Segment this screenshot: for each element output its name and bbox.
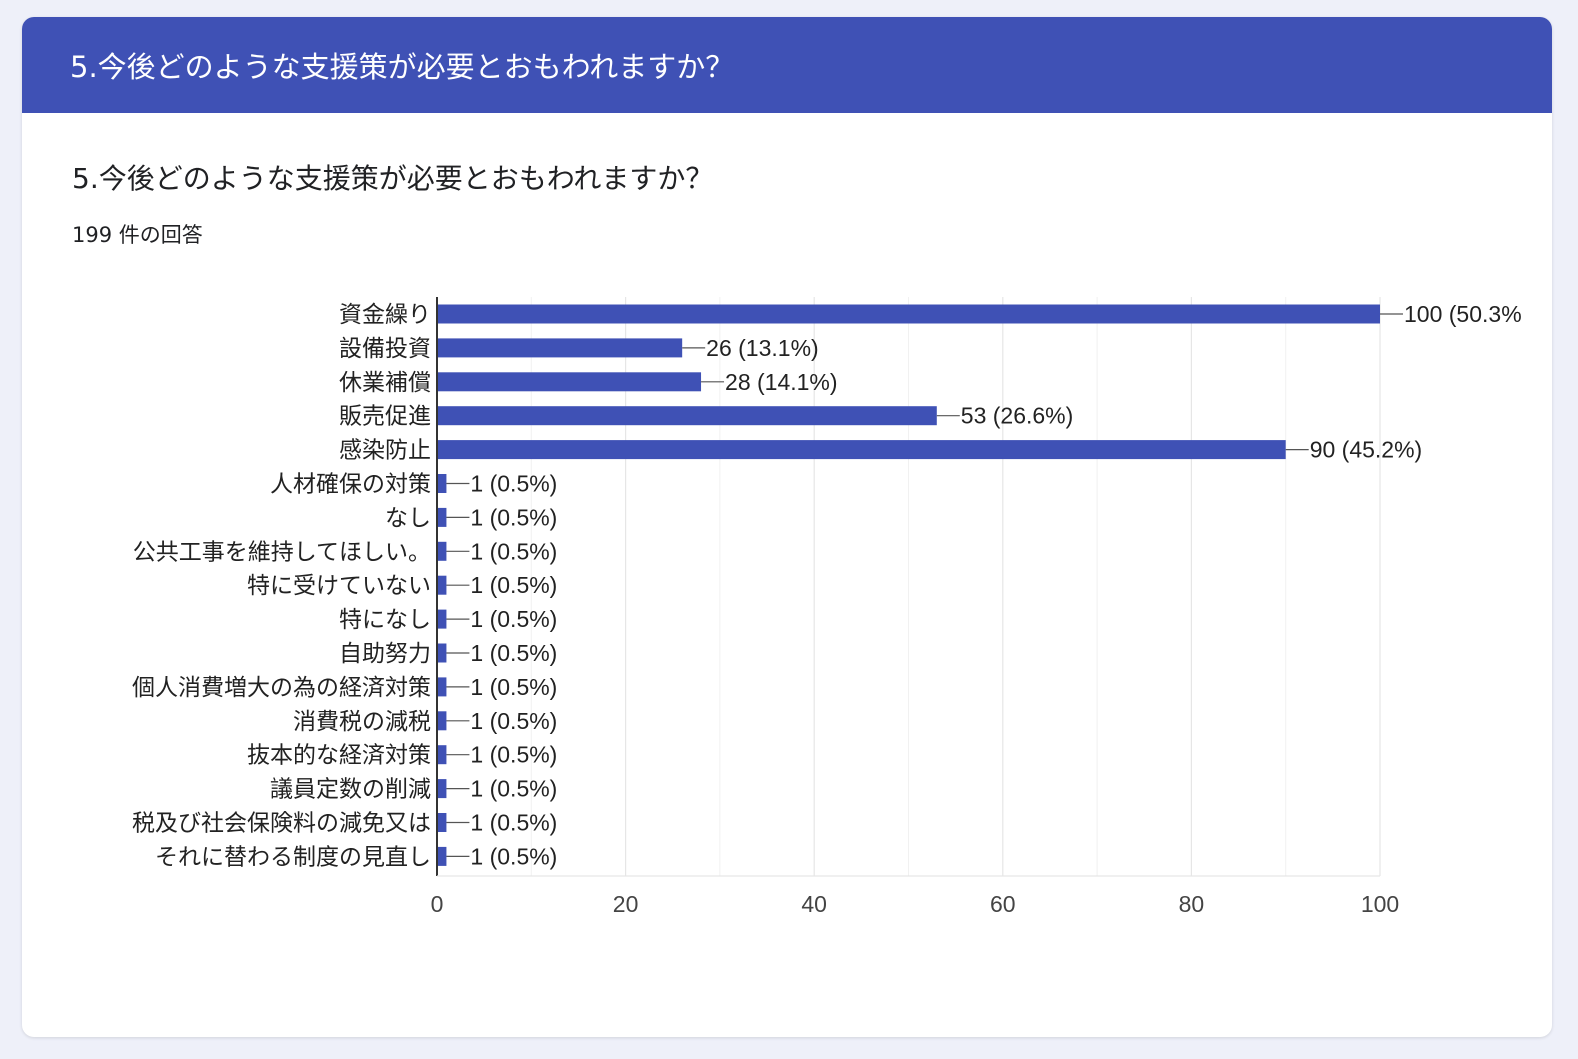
data-label: 1 (0.5%) [470, 538, 557, 564]
data-label: 1 (0.5%) [470, 674, 557, 700]
x-tick-label: 0 [431, 891, 444, 917]
data-label: 1 (0.5%) [470, 708, 557, 734]
bar [437, 609, 447, 629]
bar [437, 575, 447, 595]
x-tick-label: 80 [1179, 891, 1205, 917]
data-label: 28 (14.1%) [725, 369, 838, 395]
category-label: 資金繰り [339, 301, 431, 327]
card-header: 5.今後どのような支援策が必要とおもわれますか？ [22, 17, 1552, 113]
category-label: それに替わる制度の見直し [155, 843, 431, 869]
x-tick-label: 40 [801, 891, 827, 917]
data-label: 1 (0.5%) [470, 572, 557, 598]
bar [437, 440, 1286, 460]
bar [437, 711, 447, 731]
header-title: 5.今後どのような支援策が必要とおもわれますか？ [70, 50, 735, 84]
bar [437, 779, 447, 799]
category-label: 休業補償 [339, 369, 431, 395]
bar [437, 338, 683, 358]
x-tick-label: 100 [1361, 891, 1399, 917]
bar [437, 372, 702, 392]
category-label: 特に受けていない [247, 572, 431, 598]
data-label: 53 (26.6%) [961, 403, 1074, 429]
category-label: なし [385, 504, 431, 530]
category-label: 自助努力 [339, 640, 431, 666]
question-title: 5.今後どのような支援策が必要とおもわれますか？ [72, 162, 714, 195]
bar [437, 677, 447, 697]
bar [437, 406, 937, 426]
data-label: 1 (0.5%) [470, 640, 557, 666]
response-count: 199 件の回答 [72, 223, 203, 247]
bar [437, 745, 447, 765]
category-label: 抜本的な経済対策 [247, 742, 431, 768]
x-tick-label: 60 [990, 891, 1016, 917]
category-label: 販売促進 [339, 403, 431, 429]
data-label: 1 (0.5%) [470, 810, 557, 836]
category-label: 議員定数の削減 [270, 776, 431, 802]
category-label: 税及び社会保険料の減免又は [132, 809, 431, 835]
data-label: 1 (0.5%) [470, 843, 557, 869]
data-label: 90 (45.2%) [1310, 437, 1423, 463]
question-card: 5.今後どのような支援策が必要とおもわれますか？ 5.今後どのような支援策が必要… [22, 17, 1552, 1037]
bar [437, 541, 447, 561]
data-label: 26 (13.1%) [706, 335, 819, 361]
x-tick-label: 20 [613, 891, 639, 917]
bar [437, 507, 447, 527]
data-label: 1 (0.5%) [470, 504, 557, 530]
data-label: 1 (0.5%) [470, 471, 557, 497]
category-label: 消費税の減税 [293, 708, 431, 734]
bar [437, 474, 447, 493]
category-label: 特になし [339, 606, 431, 632]
data-label: 1 (0.5%) [470, 742, 557, 768]
category-label: 感染防止 [339, 437, 431, 463]
bar [437, 304, 1380, 324]
category-label: 個人消費増大の為の経済対策 [132, 674, 431, 700]
bar [437, 846, 447, 866]
category-label: 設備投資 [339, 335, 431, 361]
data-label: 100 (50.3% [1404, 301, 1522, 327]
category-label: 公共工事を維持してほしい。 [133, 538, 431, 564]
bar [437, 813, 447, 832]
data-label: 1 (0.5%) [470, 776, 557, 802]
data-label: 1 (0.5%) [470, 606, 557, 632]
bar [437, 643, 447, 663]
category-label: 人材確保の対策 [270, 471, 431, 497]
